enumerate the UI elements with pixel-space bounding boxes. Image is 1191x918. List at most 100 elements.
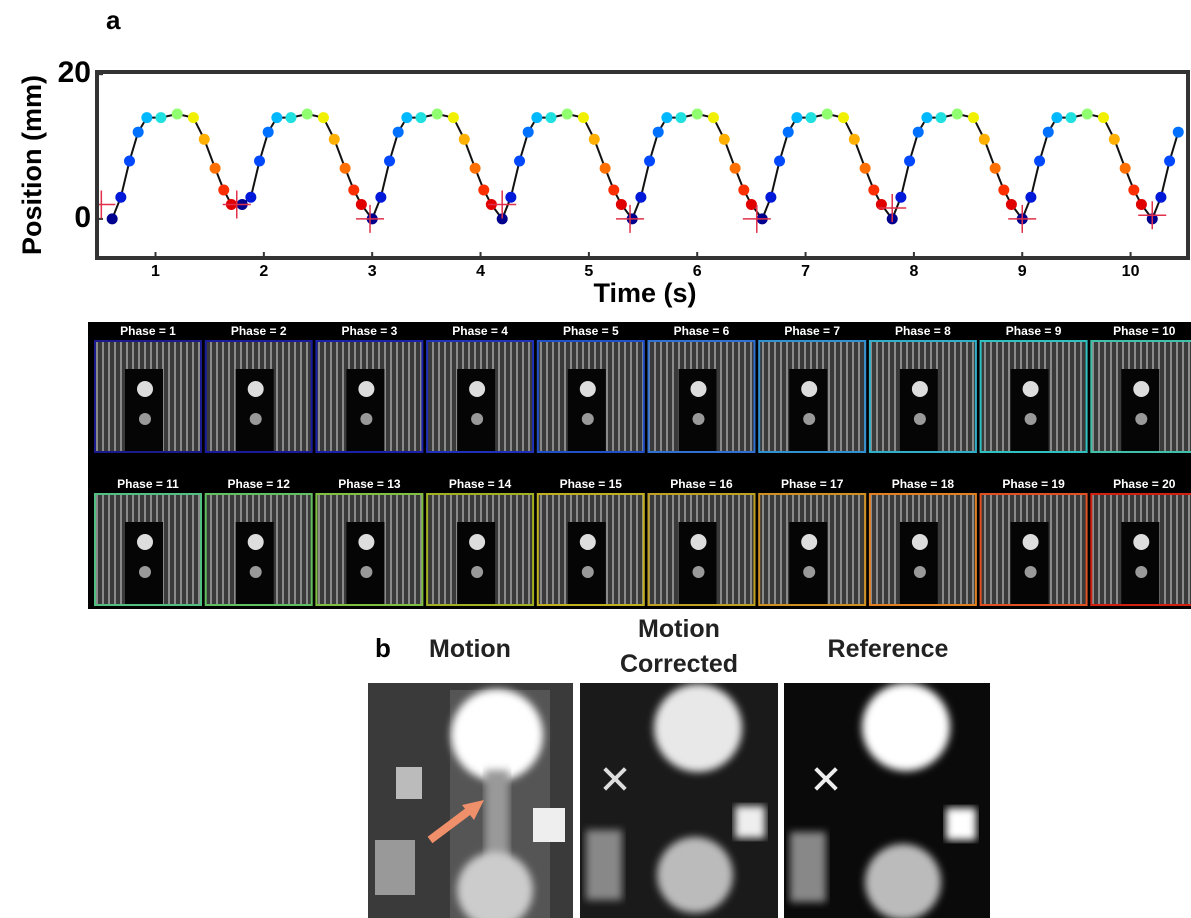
phase-image xyxy=(426,340,535,453)
phase-image xyxy=(94,493,202,606)
phase-image xyxy=(758,493,867,606)
position-point xyxy=(198,133,210,145)
phase-border xyxy=(758,340,867,453)
position-point xyxy=(738,184,750,196)
position-point xyxy=(652,126,664,138)
phase-dot xyxy=(692,566,705,578)
phase-dot xyxy=(803,413,816,425)
phase-dot xyxy=(803,566,816,578)
position-point xyxy=(1155,191,1167,203)
position-point xyxy=(875,198,887,210)
cross-marker xyxy=(616,204,645,233)
phase-dot xyxy=(471,413,484,425)
position-point xyxy=(1034,155,1046,167)
phase-dot xyxy=(1135,413,1148,425)
phase-dot xyxy=(579,381,596,397)
phase-dot xyxy=(358,534,375,550)
position-point xyxy=(837,112,849,124)
phase-dot xyxy=(249,566,262,578)
phase-dot xyxy=(911,381,928,397)
phase-image xyxy=(647,493,756,606)
phase-border xyxy=(1090,340,1191,453)
plot-frame xyxy=(95,70,1190,260)
position-point xyxy=(384,155,396,167)
x-tick-label: 10 xyxy=(1122,263,1140,280)
phase-image xyxy=(315,340,424,453)
phase-dot xyxy=(581,566,594,578)
cross-marker xyxy=(1008,204,1037,233)
x-tick-label: 1 xyxy=(151,263,160,280)
phase-label: Phase = 9 xyxy=(1006,324,1062,338)
x-tick-label: 8 xyxy=(909,263,918,280)
phase-label: Phase = 19 xyxy=(1002,477,1065,491)
position-point xyxy=(124,155,136,167)
phase-border xyxy=(1090,493,1191,606)
cross-marker xyxy=(1138,201,1167,230)
phase-label: Phase = 15 xyxy=(560,477,623,491)
phase-dot xyxy=(249,413,262,425)
phase-dot xyxy=(1022,534,1039,550)
position-point xyxy=(1108,133,1120,145)
position-point xyxy=(615,198,627,210)
x-axis-label: Time (s) xyxy=(593,278,696,308)
position-point xyxy=(989,162,1001,174)
position-point xyxy=(496,213,508,225)
x-tick-label: 7 xyxy=(801,263,810,280)
phase-image xyxy=(315,493,424,606)
position-point xyxy=(285,112,297,124)
position-point xyxy=(328,133,340,145)
phase-label: Phase = 3 xyxy=(342,324,398,338)
phase-border xyxy=(979,493,1088,606)
phase-dot xyxy=(139,566,151,578)
position-point xyxy=(707,112,719,124)
x-tick-label: 9 xyxy=(1018,263,1027,280)
position-point xyxy=(774,155,786,167)
position-point xyxy=(218,184,230,196)
position-point xyxy=(895,191,907,203)
phase-dot xyxy=(469,381,486,397)
position-point xyxy=(661,112,673,124)
phase-image xyxy=(1090,340,1191,453)
phase-label: Phase = 20 xyxy=(1113,477,1176,491)
panel-label: a xyxy=(106,5,121,35)
position-point xyxy=(355,198,367,210)
phase-border xyxy=(315,493,424,606)
position-point xyxy=(998,184,1010,196)
phase-border xyxy=(426,340,535,453)
position-point xyxy=(1005,198,1017,210)
phase-dot xyxy=(690,381,707,397)
position-point xyxy=(106,213,118,225)
phase-border xyxy=(979,340,1088,453)
position-point xyxy=(904,155,916,167)
position-point xyxy=(967,112,979,124)
position-point xyxy=(782,126,794,138)
x-tick-label: 2 xyxy=(259,263,268,280)
position-point xyxy=(1097,112,1109,124)
phase-image xyxy=(204,493,313,606)
position-point xyxy=(1172,126,1184,138)
position-point xyxy=(912,126,924,138)
phase-dot xyxy=(913,413,926,425)
position-point xyxy=(458,133,470,145)
cross-marker xyxy=(488,190,517,219)
phase-dot xyxy=(690,534,707,550)
x-tick-label: 5 xyxy=(584,263,593,280)
phase-dot xyxy=(139,413,151,425)
position-point xyxy=(978,133,990,145)
position-point xyxy=(805,112,817,124)
position-point xyxy=(115,191,127,203)
phase-dot xyxy=(1133,381,1150,397)
phase-dot xyxy=(137,381,153,397)
plot xyxy=(97,108,1184,233)
phase-label: Phase = 8 xyxy=(895,324,951,338)
phase-border xyxy=(315,340,424,453)
position-point xyxy=(317,112,329,124)
position-point xyxy=(608,184,620,196)
phase-border xyxy=(204,493,313,606)
phase-image xyxy=(758,340,867,453)
phase-image xyxy=(979,340,1088,453)
phase-label: Phase = 16 xyxy=(670,477,733,491)
position-point xyxy=(514,155,526,167)
phase-border xyxy=(204,340,313,453)
